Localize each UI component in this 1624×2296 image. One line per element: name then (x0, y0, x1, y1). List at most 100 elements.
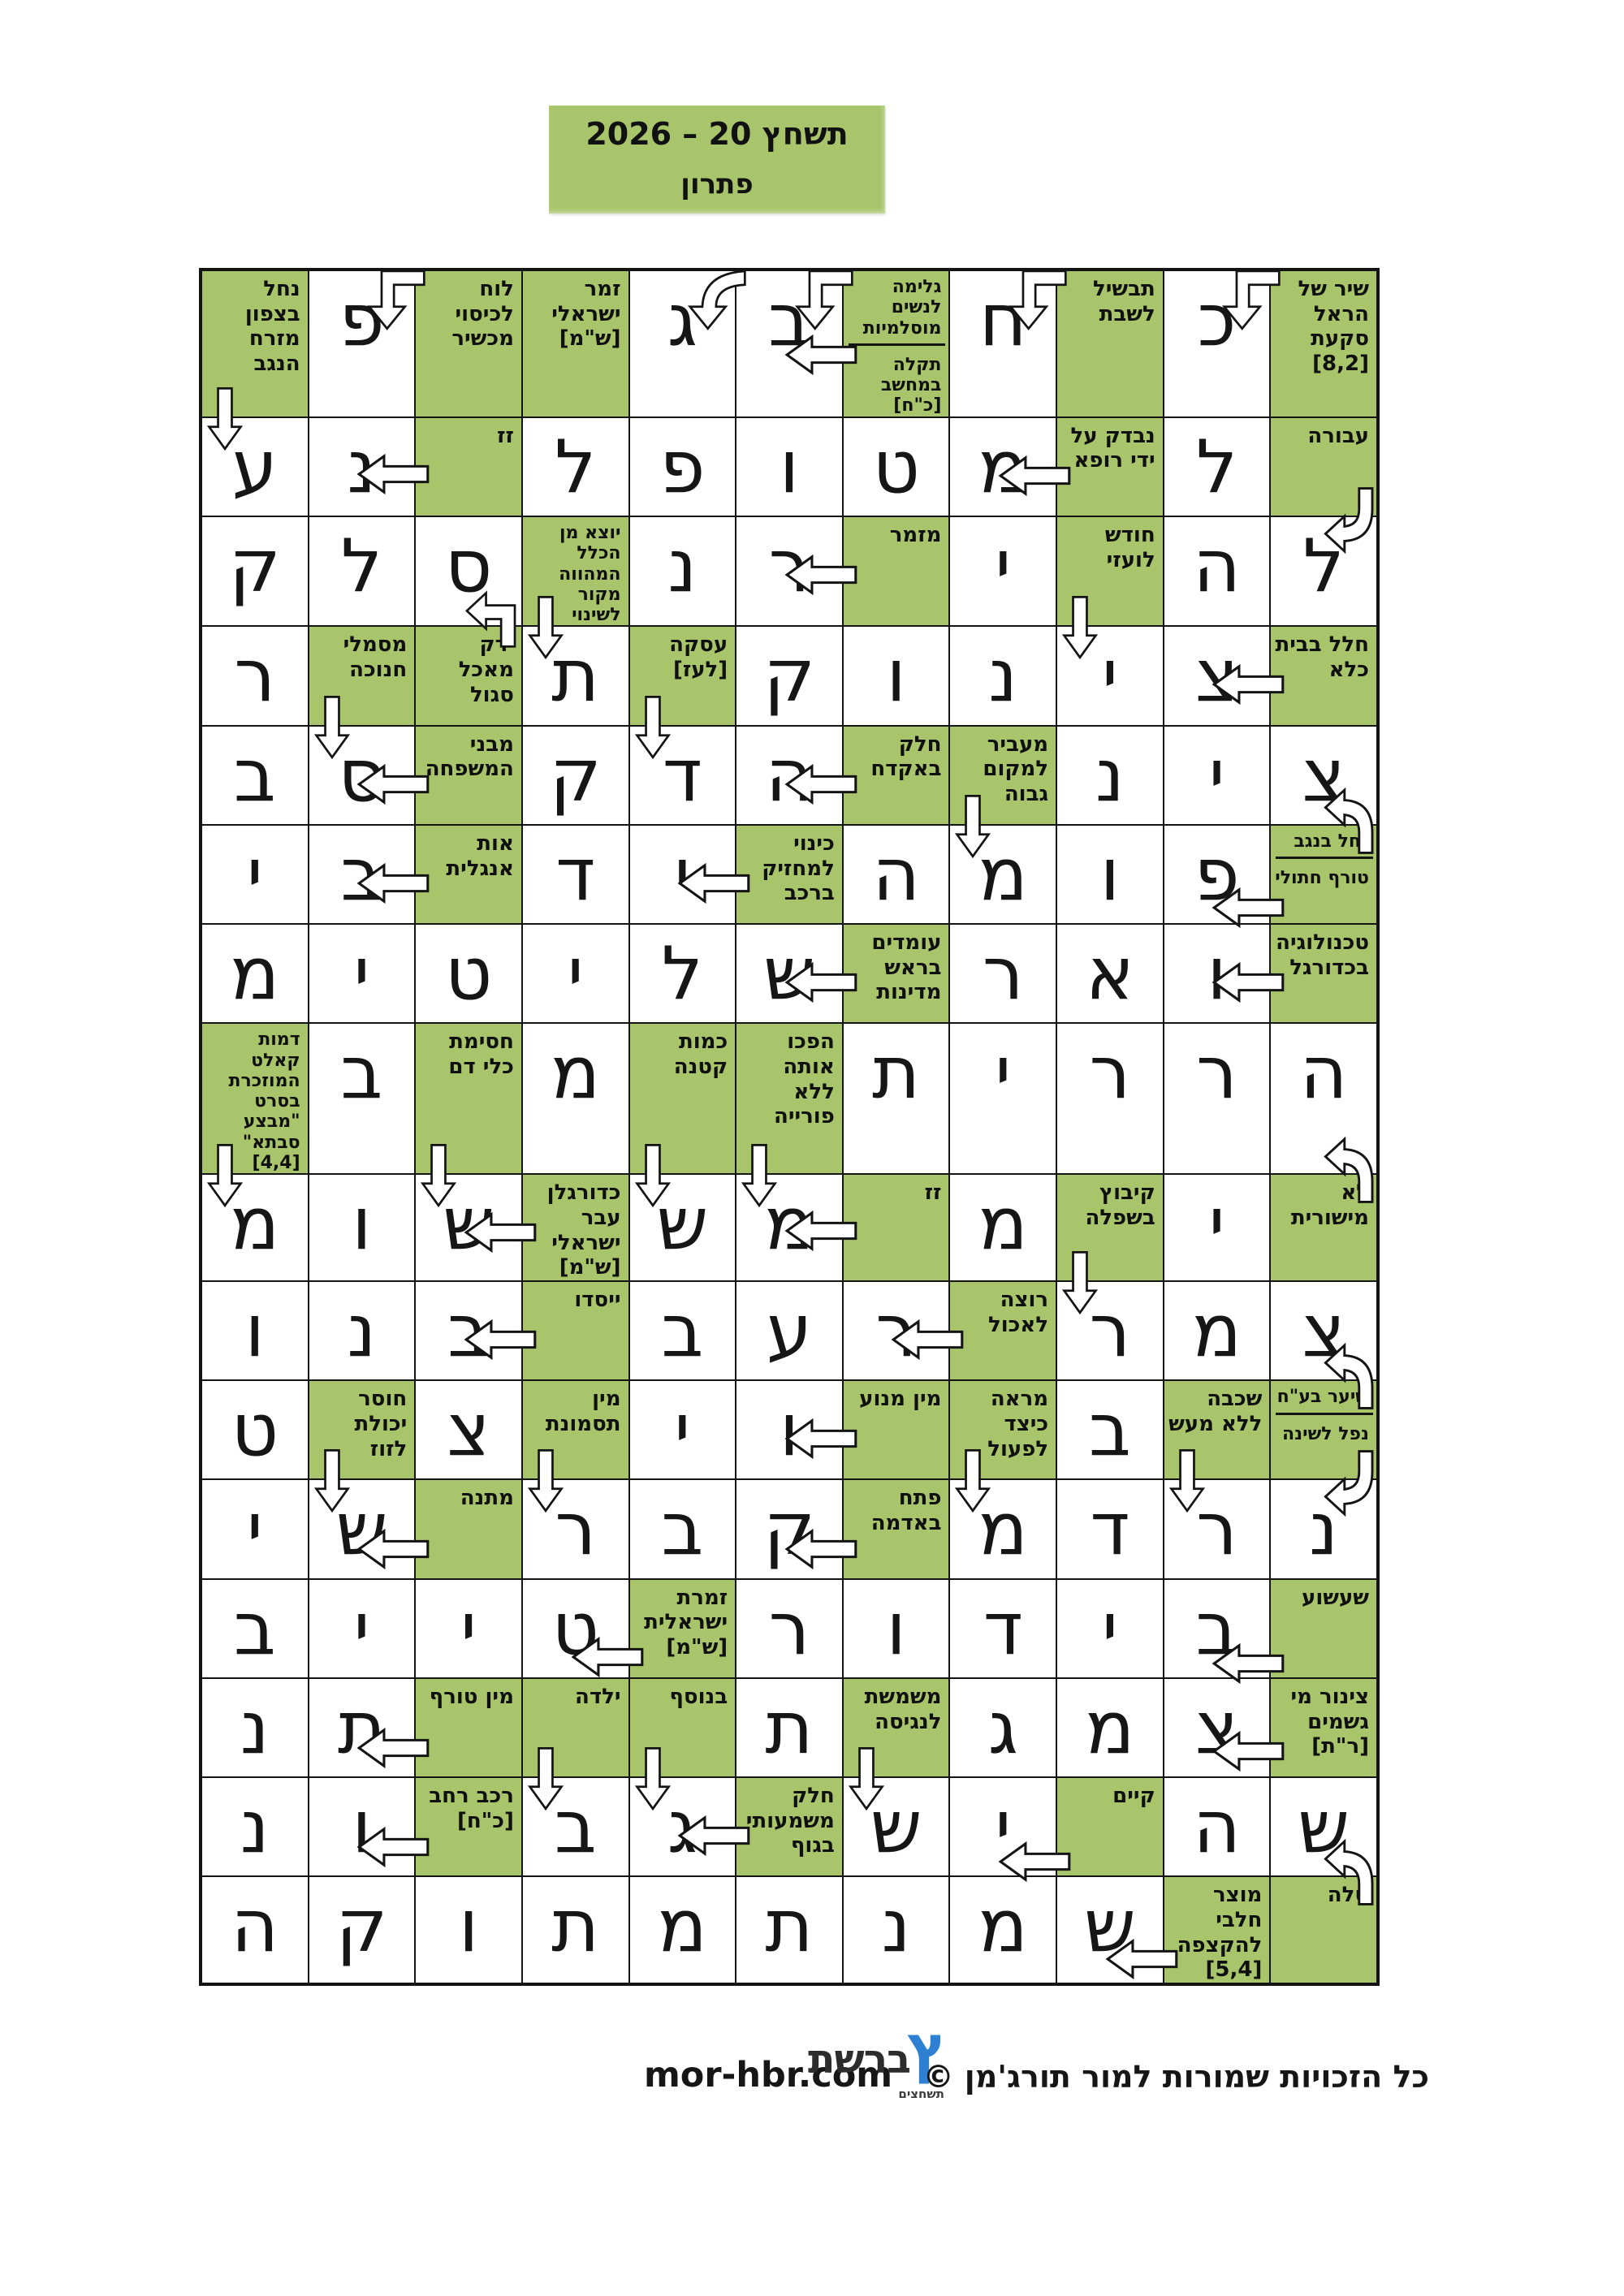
clue-text: נחל בנגב (1294, 831, 1369, 852)
clue-cell-r14-c7: משמשת לנגיסה (842, 1677, 950, 1811)
arrow-curve-from-below-icon (1324, 1342, 1374, 1410)
clue-cell-r14-c11: צינור מי גשמים [ר"ת] (1212, 1677, 1377, 1778)
clue-text: שיער בע"ח (1276, 1387, 1369, 1408)
arrow-curve-from-below-icon (1324, 1839, 1374, 1906)
letter-cell-r5-c9: נ (1056, 725, 1164, 825)
solution-letter: ת (765, 1685, 814, 1771)
arrow-down-icon (527, 1747, 564, 1811)
solution-letter: ה (1299, 1030, 1348, 1116)
solution-letter: א (1085, 931, 1134, 1017)
arrow-down-icon (313, 695, 350, 759)
clue-cell-r10-c4: ייסדו (464, 1281, 629, 1381)
letter-cell-r14-c1: נ (201, 1677, 309, 1778)
letter-cell-r2-c7: ט (842, 416, 950, 516)
clue-cell-r14-c3: מין טורף (356, 1677, 522, 1778)
letter-cell-r3-c11: ל (1270, 487, 1377, 627)
solution-letter: מ (230, 931, 280, 1017)
clue-text: בנוסף (669, 1684, 728, 1709)
letter-cell-r10-c2: נ (308, 1281, 416, 1381)
clue-cell-r12-c3: מתנה (356, 1479, 522, 1579)
letter-cell-r3-c5: נ (628, 516, 736, 627)
logo-subtitle: תשחצים (898, 2087, 944, 2101)
letter-cell-r2-c6: ו (736, 416, 843, 516)
letter-cell-r7-c4: י (521, 924, 629, 1024)
letter-cell-r1-c5: ג (628, 270, 746, 417)
letter-cell-r9-c2: ו (308, 1174, 416, 1282)
clue-text: מתנה (460, 1486, 514, 1511)
clue-text: נחל בצפון מזרח הנגב (244, 277, 300, 377)
clue-text: נבדק על ידי רופא (1070, 423, 1155, 473)
arrow-curve-from-below-icon (1324, 787, 1374, 854)
solution-letter: ט (444, 931, 493, 1017)
solution-letter: ב (554, 1785, 597, 1871)
solution-letter: ס (444, 523, 493, 609)
letter-cell-r5-c1: ב (201, 725, 309, 825)
letter-cell-r6-c2: ב (308, 824, 416, 925)
letter-cell-r11-c5: י (628, 1380, 736, 1480)
solution-letter: צ (447, 1388, 490, 1474)
arrow-curve-from-above-icon (1324, 1450, 1374, 1517)
clue-text-secondary: תקלה במחשב [כ"ח] (880, 354, 942, 416)
arrow-bent-down-icon (1222, 270, 1281, 330)
clue-cell-r15-c6: חלק משמעותי בגוף (677, 1777, 843, 1877)
letter-cell-r5-c10: י (1163, 725, 1271, 825)
arrow-left-icon (571, 1636, 643, 1677)
clue-cell-r8-c1: דמות קאלט המוזכרת בסרט "מבצע סבתא" [4,4] (201, 1023, 309, 1208)
solution-letter: נ (1095, 732, 1125, 818)
clue-text: חודש לועזי (1104, 522, 1155, 572)
solution-letter: ה (872, 831, 921, 917)
clue-cell-r14-c5: בנוסף (628, 1677, 736, 1811)
solution-letter: ת (551, 633, 600, 719)
clue-cell-r10-c8: רוצה לאכול (891, 1281, 1057, 1381)
solution-letter: ל (661, 931, 703, 1017)
clue-text: חסימת כלי דם (448, 1029, 514, 1079)
letter-cell-r8-c11: ה (1270, 1023, 1377, 1204)
arrow-left-icon (356, 1529, 430, 1570)
clue-text: גלימה לנשים מוסלמיות (862, 277, 942, 339)
solution-letter: י (246, 831, 263, 917)
letter-cell-r15-c2: ו (308, 1777, 416, 1877)
solution-letter: י (674, 1388, 691, 1474)
letter-cell-r3-c3: ס (415, 516, 522, 649)
solution-letter: ב (233, 1586, 276, 1672)
clue-cell-r11-c7: מין מנוע (784, 1380, 950, 1480)
letter-cell-r2-c10: ל (1163, 416, 1271, 516)
clue-divider (1276, 857, 1373, 860)
clue-cell-r1-c9: תבשיל לשבת (1056, 270, 1164, 417)
solution-letter: ט (872, 424, 920, 510)
clue-cell-r16-c10: מוצר חלבי להקצפה [5,4] (1105, 1876, 1271, 1983)
solution-label: פתרון (680, 168, 754, 201)
letter-cell-r8-c2: ב (308, 1023, 416, 1175)
clue-cell-r1-c11: שיר של הראל סקעת [8,2] (1270, 270, 1377, 417)
website-link[interactable]: mor-hbr.com (644, 2055, 893, 2095)
solution-letter: ש (656, 1181, 709, 1267)
clue-text: עסקה [לעז] (669, 632, 728, 683)
solution-letter: ק (549, 732, 602, 818)
clue-cell-r6-c6: כינוי למחזיק ברכב (677, 824, 843, 925)
arrow-left-icon (356, 763, 430, 805)
letter-cell-r6-c7: ה (842, 824, 950, 925)
arrow-down-icon (527, 596, 564, 660)
letter-cell-r14-c8: ג (949, 1677, 1057, 1778)
clue-text: מראה כיצד לפעול (987, 1387, 1049, 1461)
clue-text: זז (924, 1180, 942, 1206)
arrow-bent-up-left-icon (464, 590, 516, 649)
arrow-bent-down-icon (794, 270, 853, 330)
letter-cell-r8-c10: ר (1163, 1023, 1271, 1175)
letter-cell-r7-c1: מ (201, 924, 309, 1024)
arrow-down-icon (313, 1449, 350, 1513)
letter-cell-r10-c10: מ (1163, 1281, 1271, 1381)
hbr-logo: ץ ברשת תשחצים (808, 2017, 948, 2106)
clue-text: טכנולוגיה בכדורגל (1276, 930, 1369, 980)
solution-letter: ו (1099, 831, 1121, 917)
solution-letter: ב (1088, 1388, 1131, 1474)
solution-letter: מ (230, 1181, 280, 1267)
letter-cell-r7-c8: ר (949, 924, 1057, 1024)
solution-letter: י (353, 931, 370, 1017)
arrow-down-icon (1062, 596, 1099, 660)
letter-cell-r2-c4: ל (521, 416, 629, 516)
clue-cell-r5-c8: מעביר למקום גבוה (949, 725, 1057, 859)
letter-cell-r12-c1: י (201, 1479, 309, 1579)
clue-cell-r2-c9: נבדק על ידי רופא (998, 416, 1164, 516)
clue-text: מוצר חלבי להקצפה [5,4] (1177, 1883, 1263, 1983)
